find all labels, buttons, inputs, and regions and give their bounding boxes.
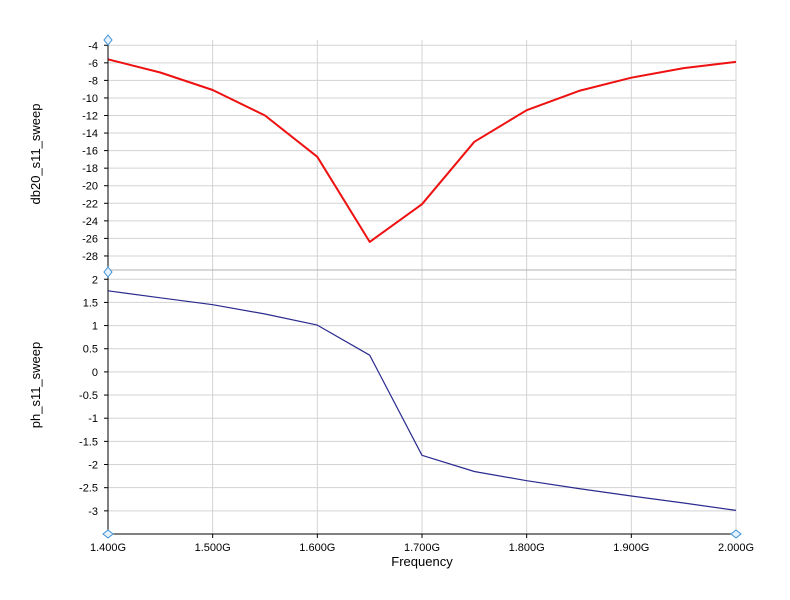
y-tick-label: -28 [82, 251, 98, 263]
y-tick-label: -1.5 [79, 436, 98, 448]
y-axis-split-handle[interactable] [103, 266, 113, 278]
y-tick-label: -1 [88, 413, 98, 425]
y-tick-label: -3 [88, 506, 98, 518]
x-tick-label: 1.500G [195, 542, 231, 554]
x-tick-label: 1.900G [613, 542, 649, 554]
x-tick-label: 1.700G [404, 542, 440, 554]
y-axis-label-top: db20_s11_sweep [28, 104, 43, 205]
y-tick-label: -6 [88, 58, 98, 70]
y-tick-label: 0.5 [83, 344, 98, 356]
y-tick-label: -20 [82, 181, 98, 193]
y-tick-label: -26 [82, 233, 98, 245]
y-tick-label: 0 [92, 367, 98, 379]
x-tick-label: 1.800G [509, 542, 545, 554]
y-tick-label: -8 [88, 75, 98, 87]
y-tick-label: -12 [82, 110, 98, 122]
axis-layer: -4-6-8-10-12-14-16-18-20-22-24-26-2821.5… [79, 34, 754, 554]
x-axis-left-handle[interactable] [102, 529, 114, 539]
y-tick-label: -2.5 [79, 483, 98, 495]
x-tick-label: 2.000G [718, 542, 754, 554]
y-tick-label: -24 [82, 216, 98, 228]
x-axis-right-handle[interactable] [730, 529, 742, 539]
y-axis-top-handle[interactable] [103, 34, 113, 46]
y-tick-label: -16 [82, 146, 98, 158]
x-tick-label: 1.600G [299, 542, 335, 554]
y-tick-label: -22 [82, 198, 98, 210]
x-axis-label: Frequency [391, 554, 453, 569]
y-tick-label: -0.5 [79, 390, 98, 402]
y-tick-label: -2 [88, 460, 98, 472]
y-tick-label: -4 [88, 40, 98, 52]
y-tick-label: -18 [82, 163, 98, 175]
x-tick-label: 1.400G [90, 542, 126, 554]
y-tick-label: 1 [92, 321, 98, 333]
series-layer [107, 58, 737, 511]
y-tick-label: 2 [92, 274, 98, 286]
y-tick-label: 1.5 [83, 297, 98, 309]
y-tick-label: -10 [82, 93, 98, 105]
grid-layer [107, 40, 737, 534]
series-line [107, 290, 737, 511]
y-axis-label-bottom: ph_s11_sweep [28, 342, 43, 429]
series-line [107, 58, 737, 243]
y-tick-label: -14 [82, 128, 98, 140]
